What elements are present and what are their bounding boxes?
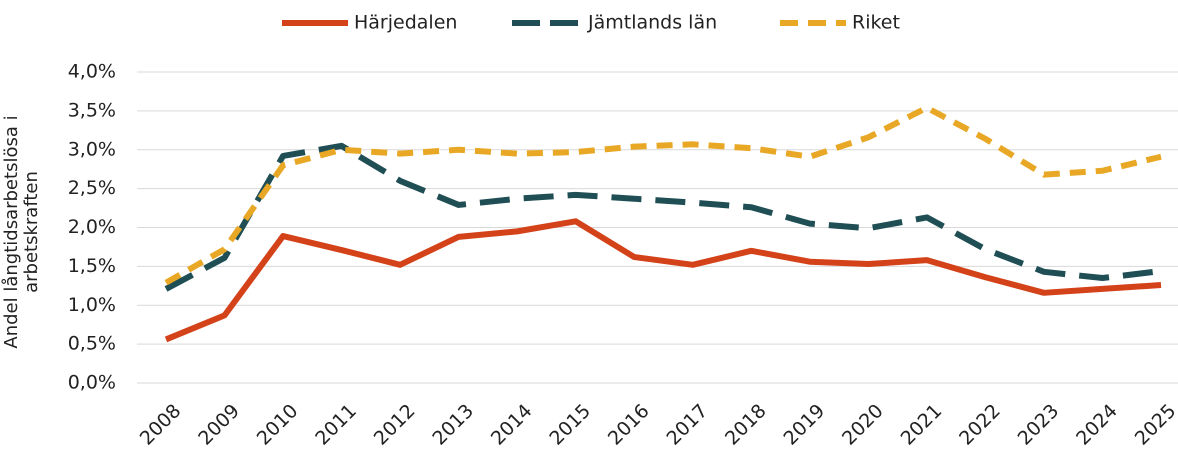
legend-label: Härjedalen — [354, 12, 457, 34]
x-tick-label: 2013 — [428, 400, 478, 450]
y-tick-label: 3,5% — [68, 99, 116, 121]
x-tick-label: 2021 — [897, 400, 947, 450]
series-line — [164, 218, 1162, 343]
x-tick-label: 2024 — [1072, 400, 1122, 450]
y-tick-label: 2,5% — [68, 177, 116, 199]
y-tick-label: 1,5% — [68, 255, 116, 277]
legend-label: Jämtlands län — [587, 12, 717, 34]
y-tick-label: 2,0% — [68, 216, 116, 238]
series-line — [164, 104, 1162, 286]
x-tick-label: 2018 — [721, 400, 771, 450]
x-tick-label: 2025 — [1131, 400, 1178, 450]
x-tick-label: 2014 — [487, 400, 537, 450]
x-tick-label: 2011 — [311, 400, 361, 450]
series-line — [164, 142, 1162, 292]
legend-label: Riket — [852, 12, 900, 34]
x-tick-label: 2022 — [955, 400, 1005, 450]
x-tick-label: 2009 — [194, 400, 244, 450]
x-tick-label: 2020 — [838, 400, 888, 450]
x-tick-label: 2016 — [604, 400, 654, 450]
y-axis-label: Andel långtidsarbetslösa i arbetskraften — [1, 115, 42, 349]
x-tick-label: 2019 — [779, 400, 829, 450]
x-tick-label: 2012 — [370, 400, 420, 450]
y-tick-label: 4,0% — [68, 61, 116, 83]
x-tick-label: 2017 — [662, 400, 712, 450]
x-tick-label: 2023 — [1014, 400, 1064, 450]
y-tick-label: 0,0% — [68, 372, 116, 394]
y-tick-label: 0,5% — [68, 333, 116, 355]
x-tick-label: 2010 — [253, 400, 303, 450]
y-tick-label: 1,0% — [68, 294, 116, 316]
x-tick-label: 2008 — [136, 400, 186, 450]
y-tick-label: 3,0% — [68, 138, 116, 160]
x-tick-label: 2015 — [545, 400, 595, 450]
